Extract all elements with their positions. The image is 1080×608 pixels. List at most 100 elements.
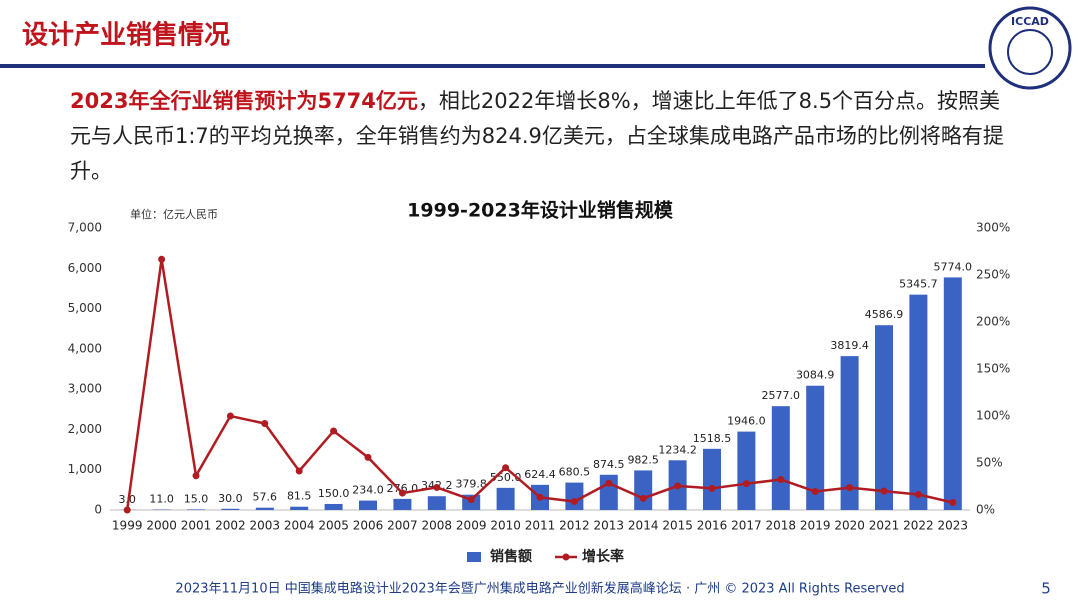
logo — [988, 6, 1072, 90]
x-tick-label: 1999 — [112, 519, 143, 533]
bar — [703, 448, 721, 510]
bar — [255, 507, 274, 510]
y2-tick-label: 100% — [976, 409, 1010, 423]
line-marker — [158, 255, 166, 263]
x-tick-label: 2023 — [938, 519, 969, 533]
legend-label: 销售额 — [490, 548, 532, 565]
bar — [290, 506, 309, 510]
value-label: 15.0 — [184, 492, 209, 505]
x-tick-label: 2010 — [490, 519, 521, 533]
y2-tick-label: 300% — [976, 221, 1010, 235]
line-marker — [605, 479, 613, 487]
bar — [324, 503, 343, 510]
bar — [943, 277, 962, 510]
legend-swatch — [467, 552, 481, 562]
bar — [496, 487, 515, 510]
y-tick-label: 4,000 — [68, 341, 102, 355]
y-tick-label: 3,000 — [68, 382, 102, 396]
x-tick-label: 2015 — [662, 519, 693, 533]
line-marker — [364, 453, 372, 461]
y-tick-label: 6,000 — [68, 261, 102, 275]
x-tick-label: 2022 — [903, 519, 934, 533]
value-label: 5345.7 — [899, 278, 938, 291]
x-tick-label: 2020 — [834, 519, 865, 533]
legend-label: 增长率 — [582, 548, 624, 565]
x-tick-label: 2009 — [456, 519, 487, 533]
bar — [771, 406, 790, 510]
line-marker — [811, 487, 819, 495]
bar — [427, 496, 446, 510]
x-tick-label: 2019 — [800, 519, 831, 533]
chart-title: 1999-2023年设计业销售规模 — [407, 199, 674, 222]
value-label: 3819.4 — [830, 339, 869, 352]
bar — [359, 500, 377, 510]
header-rule — [0, 64, 985, 68]
x-tick-label: 2013 — [594, 519, 625, 533]
bar — [806, 385, 825, 510]
x-tick-label: 2005 — [318, 519, 349, 533]
value-label: 1518.5 — [693, 432, 732, 445]
line-marker — [295, 467, 303, 475]
bar — [599, 474, 618, 510]
highlight: 2023年全行业销售预计为5774亿元 — [70, 89, 418, 113]
y2-tick-label: 250% — [976, 268, 1010, 282]
footer: 2023年11月10日 中国集成电路设计业2023年会暨广州集成电路产业创新发展… — [175, 581, 904, 597]
slide-title: 设计产业销售情况 — [22, 20, 230, 51]
bar — [909, 294, 928, 510]
value-label: 30.0 — [218, 492, 243, 505]
line-marker — [226, 412, 234, 420]
value-label: 234.0 — [352, 484, 384, 497]
line-marker — [674, 482, 682, 490]
body-text: 2023年全行业销售预计为5774亿元，相比2022年增长8%，增速比上年低了8… — [70, 84, 1020, 189]
value-label: 1234.2 — [658, 443, 697, 456]
line-marker — [433, 483, 441, 491]
x-tick-label: 2021 — [869, 519, 900, 533]
bar — [393, 498, 412, 510]
legend-marker — [562, 553, 570, 561]
value-label: 624.4 — [524, 468, 556, 481]
line-marker — [708, 484, 716, 492]
x-tick-label: 2011 — [525, 519, 556, 533]
value-label: 2577.0 — [762, 389, 801, 402]
y2-tick-label: 200% — [976, 315, 1010, 329]
x-tick-label: 2004 — [284, 519, 315, 533]
line-marker — [880, 487, 888, 495]
value-label: 5774.0 — [934, 260, 973, 273]
value-label: 3.0 — [118, 493, 136, 506]
bar — [565, 482, 584, 510]
x-tick-label: 2001 — [181, 519, 212, 533]
value-label: 874.5 — [593, 458, 625, 471]
value-label: 4586.9 — [865, 308, 904, 321]
line-marker — [467, 496, 475, 504]
line-marker — [846, 484, 854, 492]
bar — [875, 325, 893, 510]
bar — [187, 509, 205, 510]
value-label: 3084.9 — [796, 369, 835, 382]
bar — [737, 431, 756, 510]
line-marker — [536, 493, 544, 501]
y-tick-label: 5,000 — [68, 301, 102, 315]
x-tick-label: 2016 — [697, 519, 728, 533]
line-marker — [742, 480, 750, 488]
x-tick-label: 2018 — [766, 519, 797, 533]
logo-text: ICCAD — [1011, 15, 1049, 28]
line-marker — [330, 427, 338, 435]
x-tick-label: 2002 — [215, 519, 246, 533]
x-tick-label: 2007 — [387, 519, 418, 533]
line-marker — [639, 494, 647, 502]
line-marker — [949, 498, 957, 506]
bar — [221, 508, 240, 510]
y-tick-label: 7,000 — [68, 221, 102, 235]
bar — [840, 356, 859, 510]
page-number: 5 — [1041, 580, 1051, 598]
line-marker — [502, 464, 510, 472]
value-label: 11.0 — [149, 493, 174, 506]
paragraph: ，相比2022年增长8%，增速比上年低了8.5个百分点。按照美元与人民币1:7的… — [70, 89, 1004, 183]
value-label: 81.5 — [287, 490, 312, 503]
line-marker — [570, 498, 578, 506]
y2-tick-label: 50% — [976, 456, 1003, 470]
y2-tick-label: 150% — [976, 362, 1010, 376]
line-marker — [261, 420, 269, 428]
